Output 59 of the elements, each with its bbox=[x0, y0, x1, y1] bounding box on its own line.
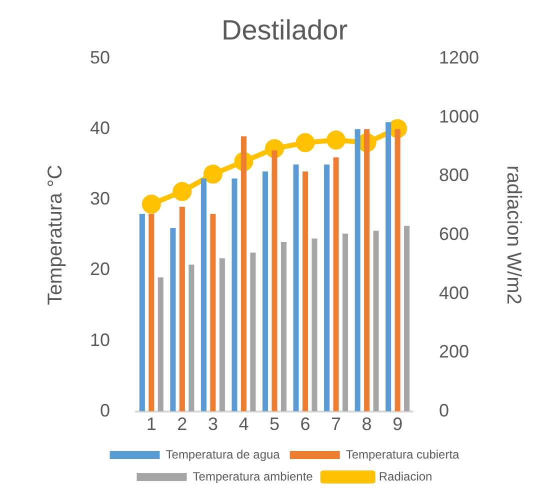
bar bbox=[179, 206, 185, 412]
y2-tick-label: 200 bbox=[438, 342, 470, 362]
x-tick-label: 8 bbox=[362, 414, 372, 434]
x-tick-label: 3 bbox=[208, 414, 218, 434]
x-tick-label: 4 bbox=[238, 414, 249, 434]
y2-tick-label: 1000 bbox=[438, 106, 480, 126]
bar bbox=[404, 226, 410, 412]
y2-tick-label: 600 bbox=[438, 224, 470, 244]
legend-label: Temperatura ambiente bbox=[192, 469, 314, 484]
bar bbox=[354, 129, 360, 412]
point bbox=[172, 182, 192, 201]
bar bbox=[188, 264, 194, 412]
bar bbox=[386, 122, 392, 412]
y-tick-label: 50 bbox=[90, 48, 110, 68]
x-tick-label: 5 bbox=[269, 414, 280, 434]
bar bbox=[170, 228, 176, 412]
y2-tick-label: 800 bbox=[438, 165, 470, 186]
y-tick-label: 20 bbox=[90, 259, 110, 280]
y2-tick-label: 0 bbox=[438, 400, 449, 420]
x-tick-label: 2 bbox=[177, 414, 188, 434]
bar bbox=[324, 164, 330, 412]
y2-tick-label: 400 bbox=[438, 282, 470, 303]
y2-tick-label: 1200 bbox=[438, 48, 480, 68]
legend-label: Temperatura de agua bbox=[166, 447, 280, 462]
y-tick-label: 30 bbox=[90, 188, 110, 209]
chart-title: Destilador bbox=[221, 14, 348, 46]
point bbox=[203, 164, 222, 184]
bar bbox=[280, 242, 286, 412]
bar bbox=[200, 178, 206, 412]
y-tick-label: 40 bbox=[90, 118, 110, 138]
bar bbox=[158, 277, 164, 412]
bar bbox=[373, 230, 379, 412]
y-tick-label: 0 bbox=[100, 400, 110, 420]
x-tick-label: 1 bbox=[146, 414, 156, 434]
bar bbox=[250, 252, 256, 412]
bar bbox=[293, 164, 299, 412]
bar bbox=[262, 171, 268, 412]
point bbox=[142, 194, 161, 214]
y-tick-label: 10 bbox=[90, 330, 110, 350]
bar bbox=[219, 258, 225, 412]
x-tick-label: 6 bbox=[300, 414, 310, 434]
bar bbox=[302, 171, 308, 412]
bar bbox=[240, 136, 246, 412]
x-tick-label: 7 bbox=[331, 414, 342, 434]
bar bbox=[148, 214, 154, 412]
legend-label: Temperatura cubierta bbox=[346, 447, 460, 462]
y-axis-title: Temperatura °C bbox=[44, 164, 67, 306]
legend-label: Radiacion bbox=[378, 469, 432, 484]
x-tick-label: 9 bbox=[392, 414, 403, 434]
bar bbox=[139, 214, 145, 412]
point bbox=[296, 133, 315, 152]
bar bbox=[312, 238, 318, 412]
bar bbox=[232, 178, 238, 412]
bar bbox=[272, 150, 278, 412]
bar bbox=[333, 157, 339, 412]
y2-axis-title: radiacion W/m2 bbox=[502, 166, 524, 304]
point bbox=[326, 130, 346, 150]
bar bbox=[342, 234, 348, 412]
bar bbox=[210, 214, 216, 412]
